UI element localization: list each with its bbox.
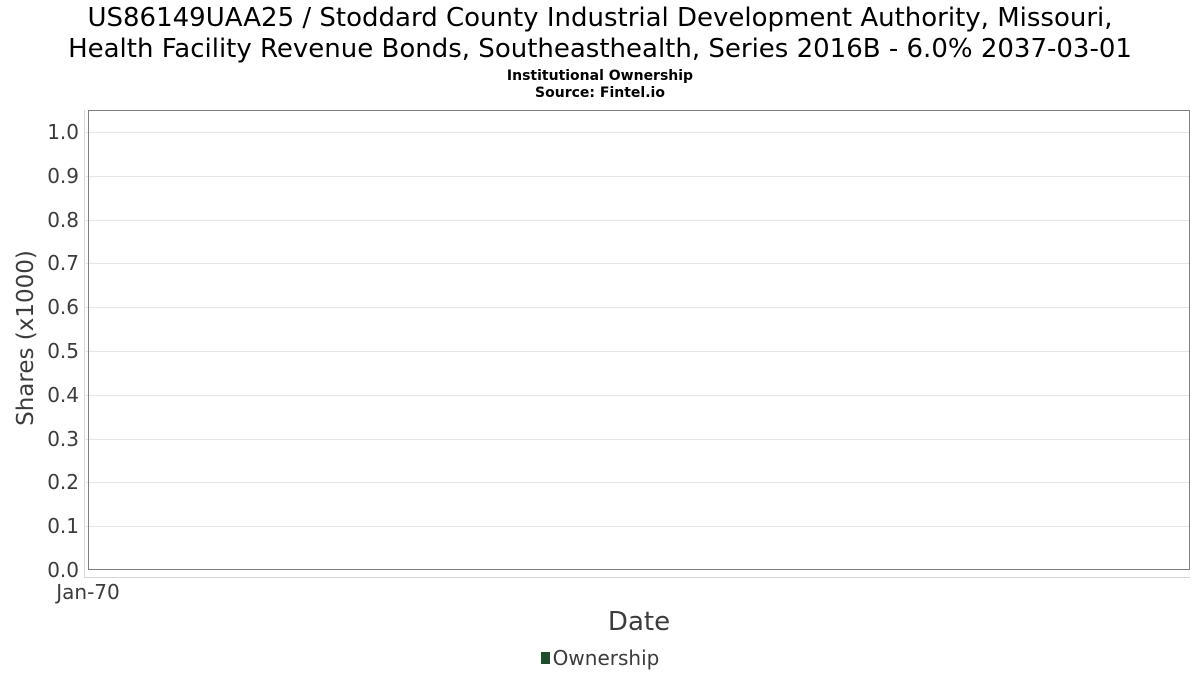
y-tick-label: 0.8 [47, 208, 79, 232]
y-tick-label: 1.0 [47, 120, 79, 144]
y-tick-label: 0.7 [47, 251, 79, 275]
x-tick-label: Jan-70 [56, 580, 120, 604]
gridline [84, 132, 1190, 133]
chart-title-line-2: Health Facility Revenue Bonds, Southeast… [68, 34, 1132, 64]
y-tick-label: 0.0 [47, 558, 79, 582]
gridline [84, 351, 1190, 352]
y-axis-line [84, 110, 85, 577]
gridline [84, 395, 1190, 396]
plot-area [88, 110, 1190, 570]
legend-swatch-icon [540, 652, 550, 664]
legend: Ownership [0, 645, 1200, 671]
gridline [84, 263, 1190, 264]
y-axis-title: Shares (x1000) [13, 250, 39, 426]
x-axis-line [84, 577, 1190, 578]
y-tick-label: 0.9 [47, 164, 79, 188]
chart-subtitle: Institutional Ownership [506, 68, 694, 84]
gridline [84, 220, 1190, 221]
x-axis-title: Date [607, 607, 671, 637]
legend-label: Ownership [552, 646, 660, 670]
y-tick-label: 0.1 [47, 514, 79, 538]
y-tick-label: 0.4 [47, 383, 79, 407]
gridline [84, 176, 1190, 177]
y-tick-label: 0.2 [47, 470, 79, 494]
gridline [84, 482, 1190, 483]
gridline [84, 307, 1190, 308]
gridline [84, 439, 1190, 440]
legend-item-ownership[interactable]: Ownership [540, 646, 660, 670]
chart-title: US86149UAA25 / Stoddard County Industria… [0, 3, 1200, 65]
chart-source: Source: Fintel.io [535, 85, 665, 101]
y-tick-label: 0.5 [47, 339, 79, 363]
chart-title-line-1: US86149UAA25 / Stoddard County Industria… [87, 3, 1113, 33]
gridline [84, 526, 1190, 527]
y-tick-label: 0.6 [47, 295, 79, 319]
y-tick-label: 0.3 [47, 427, 79, 451]
